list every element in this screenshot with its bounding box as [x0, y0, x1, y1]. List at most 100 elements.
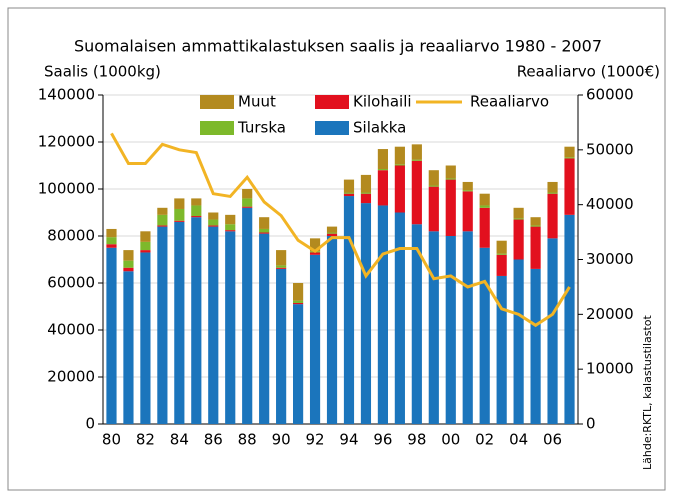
bar-segment [428, 231, 439, 424]
bar-segment [106, 244, 117, 248]
bar-segment [377, 149, 388, 170]
bar-segment [123, 271, 134, 424]
x-tick-label: 80 [102, 431, 121, 449]
y2-tick-label: 0 [586, 415, 596, 433]
bar-segment [445, 165, 456, 179]
bar-segment [106, 237, 117, 245]
bar-segment [174, 208, 185, 221]
x-tick-label: 86 [204, 431, 223, 449]
legend-swatch [315, 121, 349, 135]
bar-segment [530, 217, 541, 226]
bar-segment [360, 174, 372, 193]
bar-segment [394, 164, 405, 166]
bar-segment [309, 238, 321, 252]
bar-segment [462, 181, 473, 191]
y-tick-label: 40000 [47, 321, 95, 339]
bar-segment [191, 217, 202, 424]
bar-segment [428, 170, 439, 186]
bar-segment [445, 236, 456, 424]
bar-segment [140, 241, 151, 251]
bar-segment [157, 207, 168, 215]
x-tick-label: 02 [475, 431, 494, 449]
x-tick-label: 92 [306, 431, 325, 449]
x-tick-label: 84 [170, 431, 189, 449]
x-tick-label: 06 [543, 431, 562, 449]
bar-segment [394, 146, 405, 165]
source: Lähde:RKTL, kalastustilastot [641, 314, 654, 470]
bar-segment [242, 207, 253, 424]
bar-segment [496, 240, 507, 254]
bar-segment [513, 207, 524, 219]
bar-segment [547, 181, 558, 193]
x-tick-label: 04 [509, 431, 528, 449]
x-tick-label: 98 [407, 431, 426, 449]
y-tick-label: 120000 [38, 133, 95, 151]
bar-segment [225, 231, 236, 424]
bar-segment [106, 247, 117, 424]
bar-segment [445, 179, 456, 236]
chart-title: Suomalaisen ammattikalastuksen saalis ja… [74, 37, 602, 56]
y-tick-label: 80000 [47, 227, 95, 245]
bar-segment [242, 189, 253, 199]
legend-swatch [200, 95, 234, 109]
bar-segment [157, 226, 168, 424]
bar-segment [174, 198, 185, 209]
bar-segment [360, 192, 372, 194]
bar-segment [326, 233, 338, 236]
bar-segment [326, 226, 338, 233]
y-tick-label: 0 [85, 415, 95, 433]
x-tick-label: 90 [272, 431, 291, 449]
y-tick-label: 140000 [38, 86, 95, 104]
legend-label: Silakka [353, 119, 406, 137]
y2-tick-label: 10000 [586, 360, 634, 378]
bar-segment [208, 212, 219, 220]
bar-segment [530, 268, 541, 424]
y-tick-label: 20000 [47, 368, 95, 386]
bar-segment [547, 238, 558, 424]
y2-tick-label: 40000 [586, 195, 634, 213]
bar-segment [140, 231, 151, 242]
bar-segment [343, 192, 355, 194]
legend-swatch [200, 121, 234, 135]
bar-segment [479, 205, 490, 208]
line [110, 132, 571, 328]
bar-segment [530, 226, 541, 269]
bar-segment [343, 193, 355, 197]
bar-segment [276, 265, 287, 268]
bar-segment [276, 268, 287, 424]
bar-segment [157, 225, 168, 227]
y-tick-label: 100000 [38, 180, 95, 198]
bar-segment [377, 170, 388, 206]
y2-tick-label: 60000 [586, 86, 634, 104]
bar-segment [326, 236, 338, 424]
bar-segment [106, 228, 117, 238]
bar-segment [462, 191, 473, 232]
bar-segment [309, 252, 321, 255]
bar-segment [513, 259, 524, 424]
x-tick-label: 96 [373, 431, 392, 449]
bar-segment [428, 185, 439, 187]
bar-segment [208, 226, 219, 424]
bar-segment [157, 214, 168, 226]
bar-segment [496, 253, 507, 255]
bar-segment [276, 250, 287, 266]
bar-segment [360, 193, 372, 204]
bar-segment [462, 190, 473, 192]
y-tick-label: 60000 [47, 274, 95, 292]
bar-segment [174, 220, 185, 222]
legend-swatch [315, 95, 349, 109]
bar-segment [428, 186, 439, 232]
y-axis-label: Saalis (1000kg) [44, 63, 161, 81]
bar-segment [564, 146, 575, 158]
bar-segment [547, 192, 558, 194]
bar-segment [564, 214, 575, 424]
bar-segment [225, 230, 236, 232]
bar-segment [479, 247, 490, 424]
bar-segment [377, 169, 388, 171]
bar-segment [191, 216, 202, 218]
bar-segment [259, 232, 270, 234]
bar-segment [208, 225, 219, 227]
x-tick-label: 94 [339, 431, 358, 449]
bar-segment [360, 203, 372, 424]
